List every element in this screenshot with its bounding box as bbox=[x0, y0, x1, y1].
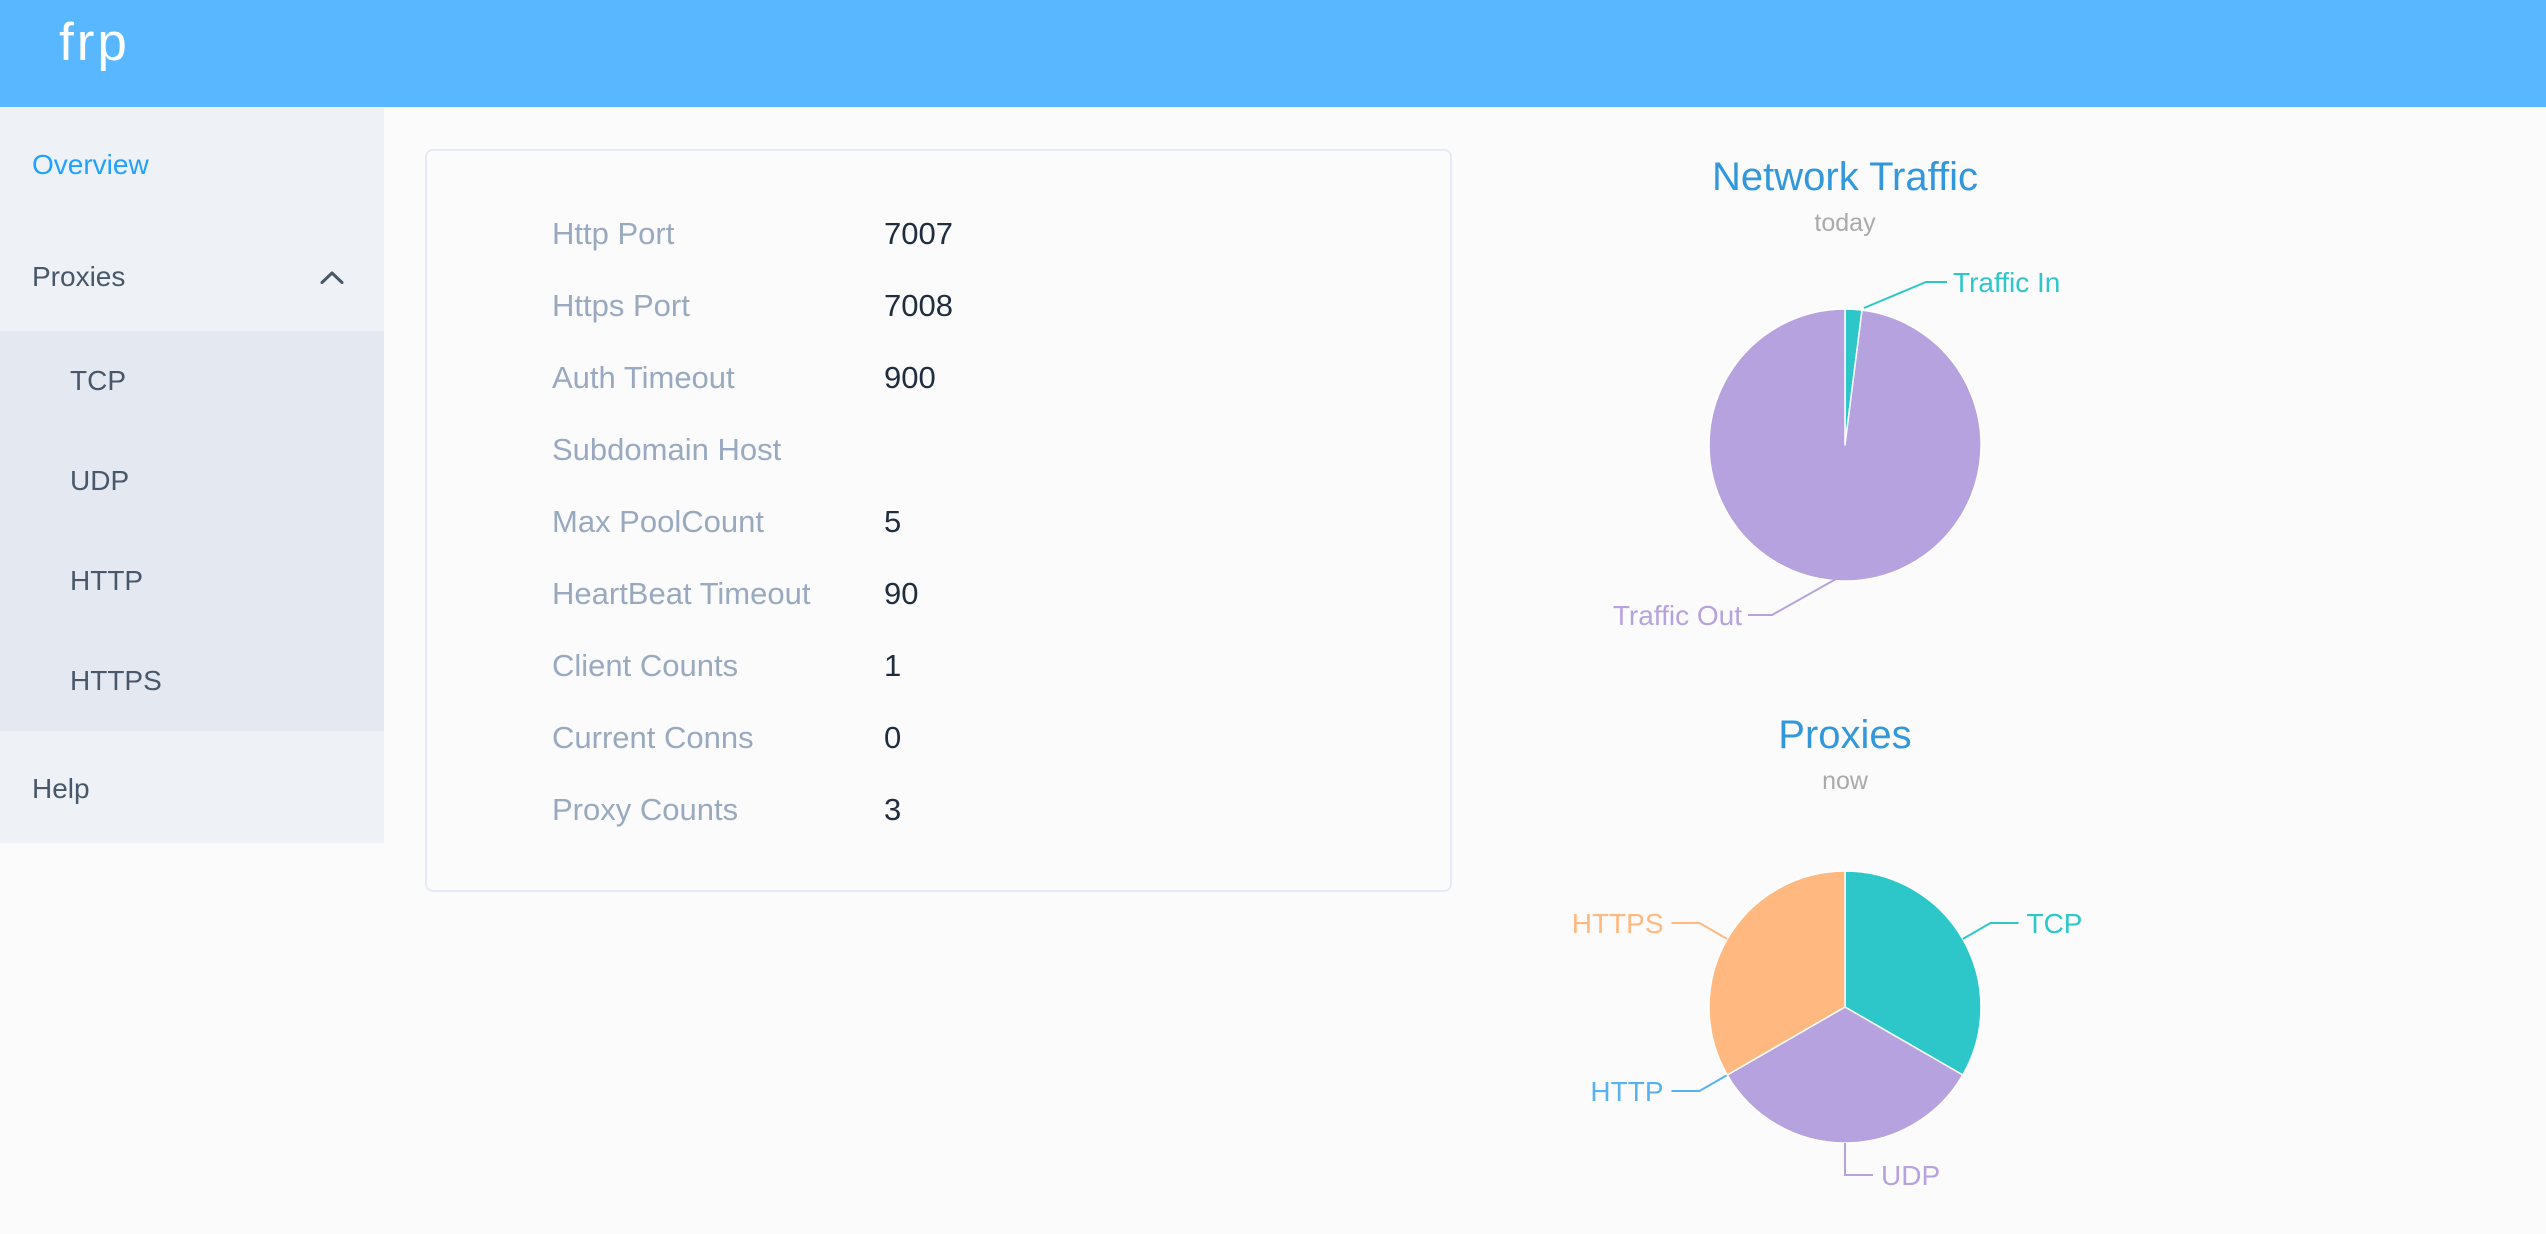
sidebar-item-https[interactable]: HTTPS bbox=[0, 631, 384, 731]
pie-label-line-udp bbox=[1844, 1143, 1873, 1176]
info-label: Client Counts bbox=[552, 648, 739, 683]
chart-subtitle: now bbox=[1822, 767, 1869, 795]
server-info-card: Http Port 7007 Https Port 7008 Auth Timeou… bbox=[425, 149, 1452, 892]
chart-title: Proxies bbox=[1778, 713, 1911, 757]
info-row-https-port: Https Port 7008 bbox=[427, 270, 1450, 342]
sidebar-item-http-label: HTTP bbox=[70, 565, 144, 596]
info-row-auth-timeout: Auth Timeout 900 bbox=[427, 342, 1450, 414]
info-row-proxy-counts: Proxy Counts 3 bbox=[427, 774, 1450, 846]
pie-label-line-tcp bbox=[1962, 922, 2019, 940]
proxies-pie-chart: Proxies now TCP UDP HTTP HTTPS bbox=[1572, 713, 2083, 1191]
pie-label-line-traffic-in bbox=[1863, 281, 1947, 309]
info-row-subdomain-host: Subdomain Host bbox=[427, 414, 1450, 486]
sidebar-item-proxies[interactable]: Proxies bbox=[0, 219, 384, 331]
info-value: 5 bbox=[884, 504, 902, 539]
pie-label-line-http bbox=[1671, 1074, 1728, 1092]
info-label: HeartBeat Timeout bbox=[552, 576, 811, 611]
network-traffic-pie-chart: Network Traffic today Traffic In Traffic Ou… bbox=[1613, 155, 2061, 631]
info-value: 7008 bbox=[884, 288, 953, 323]
info-label: Current Conns bbox=[552, 720, 754, 755]
proxies-submenu: TCP UDP HTTP HTTPS bbox=[0, 331, 384, 731]
charts-column: Network Traffic today Traffic In Traffic Ou… bbox=[1445, 0, 2245, 1234]
pie-label-line-https bbox=[1671, 922, 1728, 940]
info-row-http-port: Http Port 7007 bbox=[427, 198, 1450, 270]
info-row-max-poolcount: Max PoolCount 5 bbox=[427, 486, 1450, 558]
sidebar-item-udp-label: UDP bbox=[70, 465, 130, 496]
pie-slice-traffic-out[interactable] bbox=[1708, 308, 1982, 582]
sidebar-item-http[interactable]: HTTP bbox=[0, 531, 384, 631]
sidebar-item-tcp[interactable]: TCP bbox=[0, 331, 384, 431]
sidebar-item-help-label: Help bbox=[32, 773, 90, 804]
pie-label-https: HTTPS bbox=[1572, 908, 1664, 939]
sidebar-item-https-label: HTTPS bbox=[70, 665, 162, 696]
sidebar-item-overview[interactable]: Overview bbox=[0, 107, 384, 219]
info-value: 0 bbox=[884, 720, 902, 755]
chevron-up-icon bbox=[320, 271, 344, 284]
info-label: Auth Timeout bbox=[552, 360, 735, 395]
brand-logo[interactable]: frp bbox=[59, 13, 130, 72]
info-label: Proxy Counts bbox=[552, 792, 739, 827]
chart-subtitle: today bbox=[1814, 209, 1876, 237]
info-value: 900 bbox=[884, 360, 936, 395]
info-row-heartbeat-timeout: HeartBeat Timeout 90 bbox=[427, 558, 1450, 630]
sidebar-menu: Overview Proxies TCP UDP HTTP HTTPS Help bbox=[0, 107, 384, 843]
pie-label-line-traffic-out bbox=[1748, 578, 1837, 616]
pie-label-tcp: TCP bbox=[2026, 908, 2082, 939]
info-label: Max PoolCount bbox=[552, 504, 764, 539]
app-header: frp bbox=[0, 0, 2546, 107]
pie-label-http: HTTP bbox=[1590, 1076, 1663, 1107]
sidebar-item-tcp-label: TCP bbox=[70, 365, 126, 396]
info-label: Subdomain Host bbox=[552, 432, 782, 467]
sidebar-item-udp[interactable]: UDP bbox=[0, 431, 384, 531]
info-value: 7007 bbox=[884, 216, 953, 251]
pie-label-udp: UDP bbox=[1881, 1160, 1940, 1191]
sidebar-item-help[interactable]: Help bbox=[0, 731, 384, 843]
info-value: 90 bbox=[884, 576, 919, 611]
info-row-current-conns: Current Conns 0 bbox=[427, 702, 1450, 774]
sidebar-item-overview-label: Overview bbox=[32, 149, 149, 180]
pie-label-traffic-out: Traffic Out bbox=[1613, 600, 1742, 631]
sidebar-item-proxies-label: Proxies bbox=[32, 261, 126, 292]
pie-label-traffic-in: Traffic In bbox=[1953, 267, 2060, 298]
chart-title: Network Traffic bbox=[1712, 155, 1978, 199]
info-label: Http Port bbox=[552, 216, 675, 251]
info-value: 1 bbox=[884, 648, 902, 683]
info-label: Https Port bbox=[552, 288, 690, 323]
info-value: 3 bbox=[884, 792, 902, 827]
pie-slice-tcp[interactable] bbox=[1844, 870, 1982, 1076]
info-row-client-counts: Client Counts 1 bbox=[427, 630, 1450, 702]
